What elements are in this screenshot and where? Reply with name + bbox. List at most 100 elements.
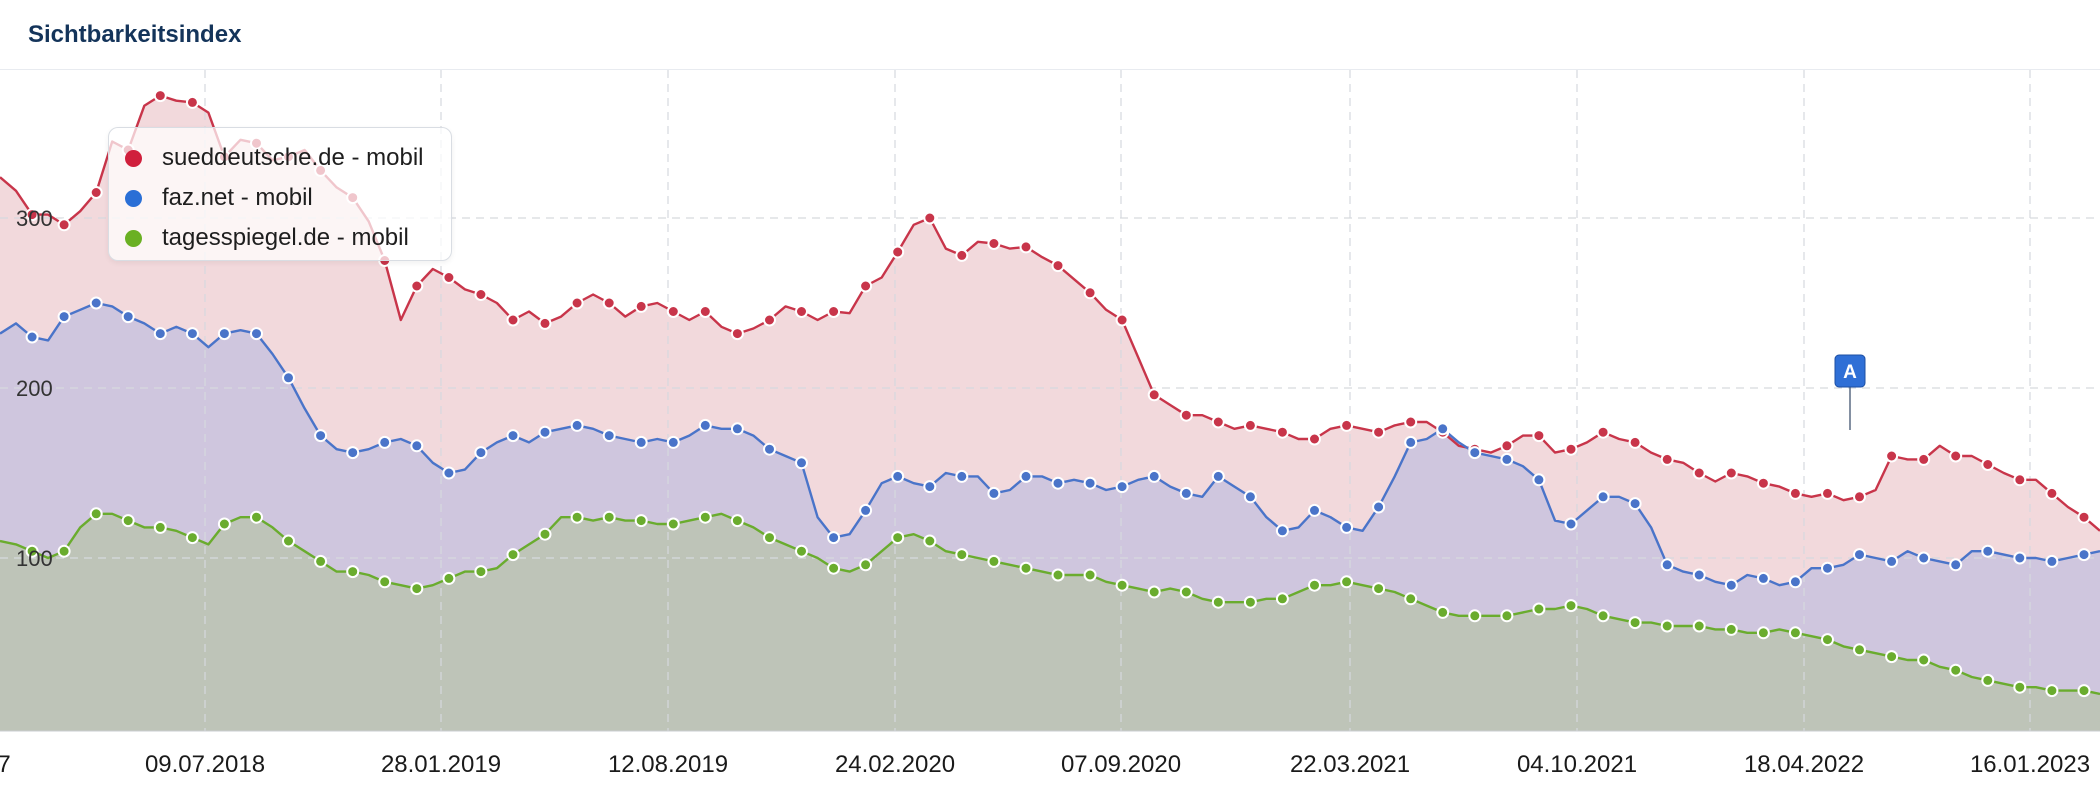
data-point[interactable] <box>1019 561 1033 575</box>
data-point[interactable] <box>1628 435 1642 449</box>
data-point[interactable] <box>570 510 584 524</box>
data-point[interactable] <box>1596 609 1610 623</box>
legend-item[interactable]: sueddeutsche.de - mobil <box>125 138 451 178</box>
data-point[interactable] <box>859 558 873 572</box>
data-point[interactable] <box>1788 486 1802 500</box>
data-point[interactable] <box>1243 418 1257 432</box>
data-point[interactable] <box>57 310 71 324</box>
data-point[interactable] <box>2013 551 2027 565</box>
data-point[interactable] <box>1051 568 1065 582</box>
data-point[interactable] <box>730 514 744 528</box>
data-point[interactable] <box>1436 605 1450 619</box>
data-point[interactable] <box>1372 500 1386 514</box>
data-point[interactable] <box>1885 650 1899 664</box>
data-point[interactable] <box>410 439 424 453</box>
data-point[interactable] <box>1821 486 1834 500</box>
data-point[interactable] <box>121 514 135 528</box>
data-point[interactable] <box>1660 558 1674 572</box>
data-point[interactable] <box>57 544 71 558</box>
data-point[interactable] <box>1756 571 1770 585</box>
data-point[interactable] <box>1083 476 1097 490</box>
data-point[interactable] <box>2013 473 2027 487</box>
data-point[interactable] <box>1692 568 1706 582</box>
data-point[interactable] <box>57 218 71 232</box>
data-point[interactable] <box>602 429 616 443</box>
data-point[interactable] <box>1308 578 1321 592</box>
visibility-chart[interactable]: 100 200 300 7 09.07.2018 28.01.2019 12.08.2019… <box>0 70 2100 792</box>
data-point[interactable] <box>1724 466 1738 480</box>
data-point[interactable] <box>1756 626 1770 640</box>
data-point[interactable] <box>506 313 520 327</box>
legend-item[interactable]: faz.net - mobil <box>125 178 451 218</box>
data-point[interactable] <box>538 316 552 330</box>
data-point[interactable] <box>2077 548 2091 562</box>
data-point[interactable] <box>1821 633 1834 647</box>
data-point[interactable] <box>634 299 648 313</box>
data-point[interactable] <box>795 456 808 470</box>
data-point[interactable] <box>378 435 392 449</box>
data-point[interactable] <box>1147 469 1161 483</box>
data-point[interactable] <box>1275 592 1289 606</box>
data-point[interactable] <box>1885 449 1899 463</box>
data-point[interactable] <box>346 565 360 579</box>
data-point[interactable] <box>1628 616 1642 630</box>
data-point[interactable] <box>1917 551 1931 565</box>
data-point[interactable] <box>2077 684 2091 698</box>
data-point[interactable] <box>442 271 456 284</box>
data-point[interactable] <box>474 446 488 460</box>
data-point[interactable] <box>698 510 712 524</box>
data-point[interactable] <box>827 531 841 545</box>
data-point[interactable] <box>1949 663 1963 677</box>
data-point[interactable] <box>570 418 584 432</box>
data-point[interactable] <box>217 517 231 531</box>
data-point[interactable] <box>442 466 456 480</box>
data-point[interactable] <box>1660 452 1674 466</box>
data-point[interactable] <box>987 486 1001 500</box>
data-point[interactable] <box>1051 476 1065 490</box>
data-point[interactable] <box>827 305 841 318</box>
data-point[interactable] <box>1596 425 1610 439</box>
data-point[interactable] <box>1917 653 1931 667</box>
data-point[interactable] <box>1436 422 1450 436</box>
data-point[interactable] <box>987 554 1001 568</box>
data-point[interactable] <box>1211 595 1225 609</box>
data-point[interactable] <box>859 503 873 517</box>
data-point[interactable] <box>987 237 1001 250</box>
data-point[interactable] <box>698 305 712 318</box>
data-point[interactable] <box>2013 680 2027 694</box>
data-point[interactable] <box>1949 558 1963 572</box>
data-point[interactable] <box>314 429 328 443</box>
data-point[interactable] <box>827 561 841 575</box>
data-point[interactable] <box>153 520 167 534</box>
data-point[interactable] <box>474 565 488 579</box>
data-point[interactable] <box>1692 619 1706 633</box>
data-point[interactable] <box>634 514 648 528</box>
data-point[interactable] <box>1532 473 1546 487</box>
data-point[interactable] <box>1275 425 1289 439</box>
data-point[interactable] <box>1853 643 1866 657</box>
data-point[interactable] <box>859 279 873 293</box>
data-point[interactable] <box>795 544 808 558</box>
data-point[interactable] <box>1372 582 1386 596</box>
data-point[interactable] <box>955 548 969 562</box>
data-point[interactable] <box>1179 408 1193 422</box>
data-point[interactable] <box>1340 520 1354 534</box>
data-point[interactable] <box>153 89 167 103</box>
data-point[interactable] <box>25 330 39 344</box>
data-point[interactable] <box>1821 561 1834 575</box>
data-point[interactable] <box>1115 578 1129 592</box>
data-point[interactable] <box>185 531 199 545</box>
data-point[interactable] <box>1404 592 1418 606</box>
data-point[interactable] <box>634 435 648 449</box>
data-point[interactable] <box>1981 673 1995 687</box>
data-point[interactable] <box>1179 486 1193 500</box>
data-point[interactable] <box>538 425 552 439</box>
annotation-marker[interactable]: A <box>1834 354 1866 430</box>
data-point[interactable] <box>25 544 39 558</box>
data-point[interactable] <box>314 554 328 568</box>
data-point[interactable] <box>1724 578 1738 592</box>
data-point[interactable] <box>1500 609 1514 623</box>
data-point[interactable] <box>1404 415 1418 429</box>
data-point[interactable] <box>763 442 776 456</box>
data-point[interactable] <box>923 480 937 494</box>
